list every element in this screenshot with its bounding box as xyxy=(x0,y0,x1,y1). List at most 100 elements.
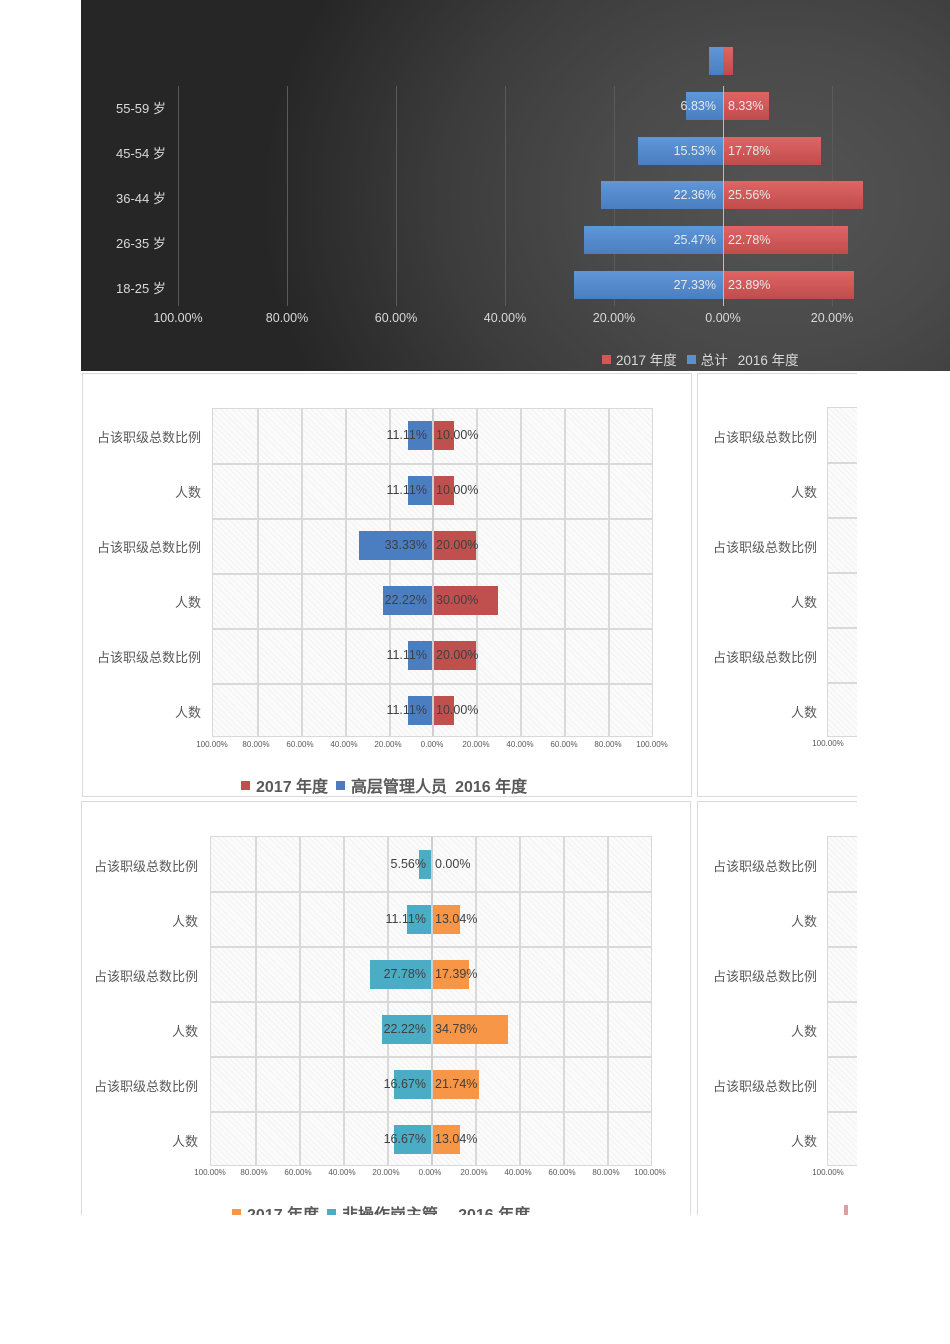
bar-2017 xyxy=(723,92,769,120)
value-label: 25.47% xyxy=(673,233,716,247)
category-label: 人数 xyxy=(790,485,817,500)
legend-label: 总计 xyxy=(700,353,728,368)
x-tick: 80.00% xyxy=(240,1168,268,1177)
category-label: 占该职级总数比例 xyxy=(712,430,817,445)
x-tick: 20.00% xyxy=(810,311,854,325)
x-tick: 40.00% xyxy=(504,1168,532,1177)
senior-management-chart: 11.11% 10.00% 11.11% 10.00% 33.33% 20.00… xyxy=(82,373,692,797)
x-tick: 60.00% xyxy=(374,311,418,325)
value-label: 17.39% xyxy=(435,967,478,981)
partial-chart-right-1: 占该职级总数比例 人数 占该职级总数比例 人数 占该职级总数比例 人数 100.… xyxy=(697,373,857,797)
value-label: 21.74% xyxy=(435,1077,478,1091)
x-tick: 60.00% xyxy=(550,740,578,749)
category-label: 占该职级总数比例 xyxy=(96,540,201,555)
category-label: 人数 xyxy=(171,1134,198,1149)
legend-swatch-2017 xyxy=(232,1208,241,1218)
x-tick: 80.00% xyxy=(242,740,270,749)
bar-2016 xyxy=(382,1015,431,1044)
legend-label: 2016 年度 xyxy=(455,779,528,796)
category-label: 人数 xyxy=(790,595,817,610)
bar-2016 xyxy=(601,181,723,209)
value-label: 5.56% xyxy=(390,857,426,871)
x-tick: 80.00% xyxy=(265,311,309,325)
value-label: 22.78% xyxy=(728,233,771,247)
x-tick: 20.00% xyxy=(592,311,636,325)
x-tick: 20.00% xyxy=(460,1168,488,1177)
category-label: 占该职级总数比例 xyxy=(93,969,198,984)
value-label: 27.78% xyxy=(383,967,426,981)
value-label: 13.04% xyxy=(435,912,478,926)
legend-swatch-total xyxy=(686,354,696,364)
legend-swatch-2017 xyxy=(241,780,250,790)
page-bottom-margin xyxy=(0,1215,950,1344)
plot-area: 11.11% 10.00% 11.11% 10.00% 33.33% 20.00… xyxy=(212,408,653,737)
value-label: 16.67% xyxy=(383,1077,426,1091)
bar-2016 xyxy=(574,271,723,299)
bar-2016 xyxy=(359,531,432,560)
category-label: 人数 xyxy=(171,914,198,929)
bar-2016 xyxy=(686,92,723,120)
category-label: 人数 xyxy=(174,595,201,610)
bar-2017 xyxy=(723,271,854,299)
category-label: 占该职级总数比例 xyxy=(712,540,817,555)
bar-2017 xyxy=(432,476,454,505)
bar-2016 xyxy=(419,850,431,879)
bar-2016 xyxy=(408,696,432,725)
bar-2017 xyxy=(431,960,469,989)
bar-2016 xyxy=(408,476,432,505)
category-label: 人数 xyxy=(790,1134,817,1149)
plot-area xyxy=(827,836,857,1166)
bar-2017 xyxy=(432,531,476,560)
chart-legend: 2017 年度 总计 2016 年度 xyxy=(602,349,803,369)
x-tick: 100.00% xyxy=(194,1168,226,1177)
legend-swatch-senior xyxy=(336,780,346,790)
value-label: 11.11% xyxy=(386,703,427,717)
x-tick: 40.00% xyxy=(506,740,534,749)
value-label: 0.00% xyxy=(435,857,471,871)
bar-total-2017 xyxy=(723,47,733,75)
plot-area xyxy=(827,407,857,737)
bar-2016 xyxy=(408,421,432,450)
bar-2016 xyxy=(638,137,723,165)
category-label: 人数 xyxy=(174,485,201,500)
category-label: 占该职级总数比例 xyxy=(712,650,817,665)
x-tick: 100.00% xyxy=(196,740,228,749)
category-label: 占该职级总数比例 xyxy=(712,969,817,984)
value-label: 22.36% xyxy=(673,188,716,202)
x-tick: 100.00% xyxy=(636,740,668,749)
category-label: 占该职级总数比例 xyxy=(712,1079,817,1094)
category-label: 人数 xyxy=(171,1024,198,1039)
x-tick: 100.00% xyxy=(634,1168,666,1177)
bar-2017 xyxy=(432,696,454,725)
legend-label: 2017 年度 xyxy=(256,779,329,796)
x-tick: 60.00% xyxy=(286,740,314,749)
value-label: 20.00% xyxy=(436,538,479,552)
category-label: 占该职级总数比例 xyxy=(93,1079,198,1094)
value-label: 11.11% xyxy=(386,428,427,442)
bar-2016 xyxy=(408,641,432,670)
bar-2017 xyxy=(723,137,821,165)
value-label: 13.04% xyxy=(435,1132,478,1146)
value-label: 27.33% xyxy=(673,278,716,292)
x-tick: 80.00% xyxy=(592,1168,620,1177)
value-label: 16.67% xyxy=(383,1132,426,1146)
bar-2017 xyxy=(723,226,848,254)
x-tick: 0.00% xyxy=(705,311,741,325)
category-label: 人数 xyxy=(790,914,817,929)
x-tick: 0.00% xyxy=(418,1168,442,1177)
x-tick: 100.00% xyxy=(812,739,844,748)
bar-2016 xyxy=(394,1070,431,1099)
category-label: 占该职级总数比例 xyxy=(96,650,201,665)
legend-swatch-2017 xyxy=(602,354,611,364)
value-label: 11.11% xyxy=(385,912,426,926)
category-label: 55-59 岁 xyxy=(116,101,166,116)
legend-swatch-partial xyxy=(844,1205,848,1215)
chart-legend: 2017 年度 高层管理人员 2016 年度 xyxy=(241,773,535,796)
zero-axis xyxy=(723,86,724,306)
value-label: 22.22% xyxy=(383,1022,426,1036)
value-label: 25.56% xyxy=(728,188,771,202)
bar-2017 xyxy=(431,1070,479,1099)
value-label: 20.00% xyxy=(436,648,479,662)
category-label: 占该职级总数比例 xyxy=(96,430,201,445)
value-label: 15.53% xyxy=(673,144,716,158)
